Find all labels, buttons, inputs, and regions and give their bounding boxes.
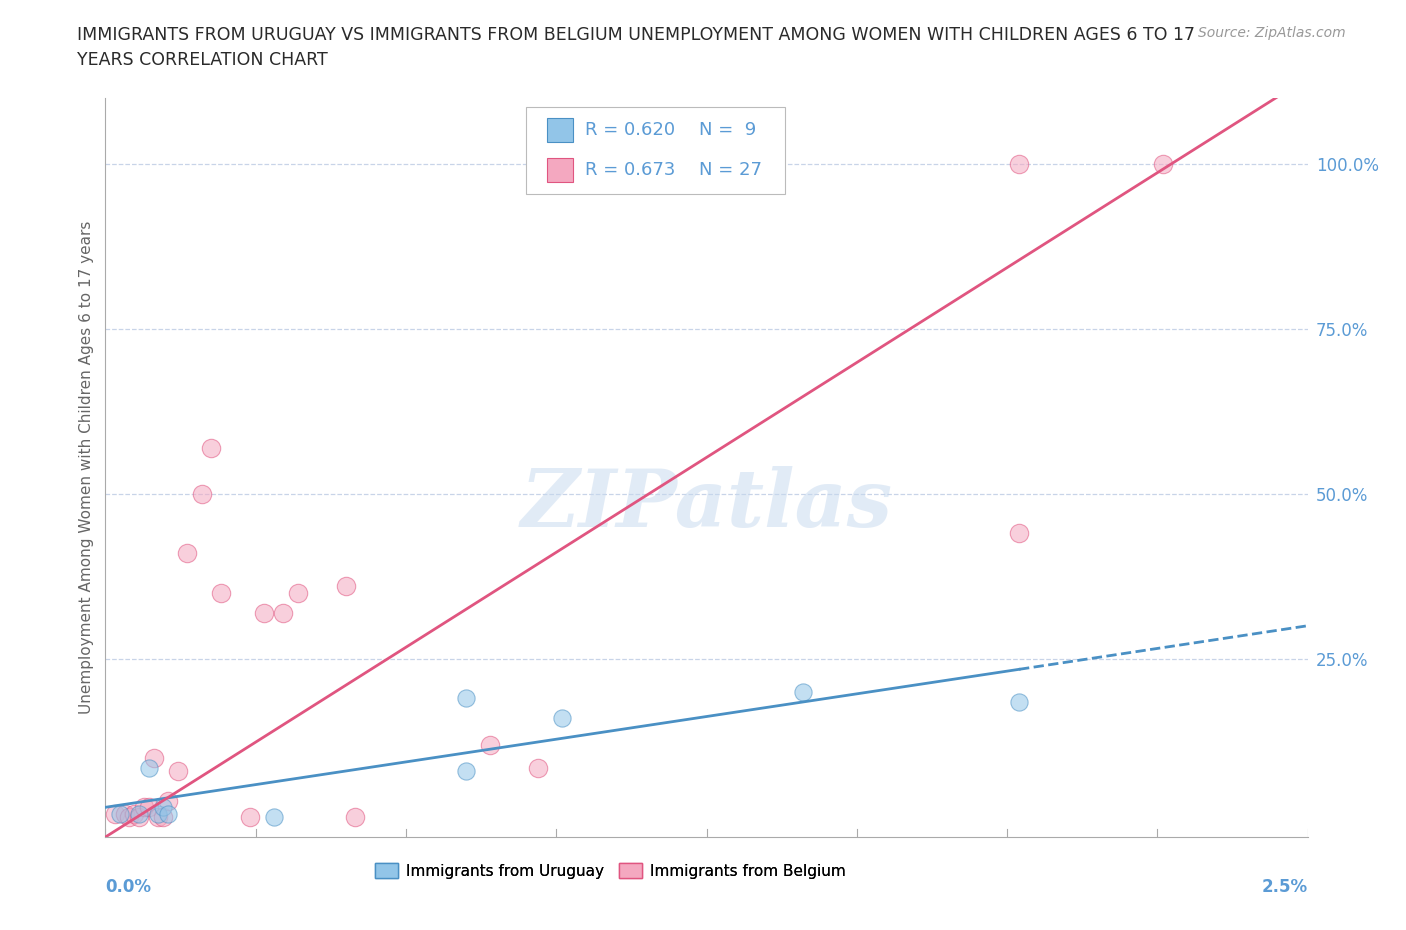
Point	[124, 806, 146, 821]
Point	[152, 800, 174, 815]
Text: R = 0.673: R = 0.673	[585, 161, 675, 179]
Point	[527, 760, 550, 775]
Point	[456, 764, 478, 778]
Point	[138, 760, 160, 775]
Point	[263, 810, 285, 825]
Point	[166, 764, 188, 778]
Point	[108, 806, 131, 821]
Point	[1008, 156, 1031, 171]
Point	[138, 800, 160, 815]
FancyBboxPatch shape	[547, 118, 574, 142]
Point	[456, 691, 478, 706]
Text: ZIPatlas: ZIPatlas	[520, 466, 893, 543]
Point	[128, 810, 150, 825]
FancyBboxPatch shape	[526, 107, 785, 193]
Point	[156, 806, 179, 821]
Point	[156, 793, 179, 808]
Point	[176, 546, 198, 561]
Point	[142, 751, 165, 765]
Point	[209, 585, 232, 600]
Y-axis label: Unemployment Among Women with Children Ages 6 to 17 years: Unemployment Among Women with Children A…	[79, 220, 94, 714]
Text: YEARS CORRELATION CHART: YEARS CORRELATION CHART	[77, 51, 328, 69]
Text: Source: ZipAtlas.com: Source: ZipAtlas.com	[1198, 26, 1346, 40]
Text: 2.5%: 2.5%	[1261, 878, 1308, 896]
Point	[132, 800, 155, 815]
Point	[190, 486, 212, 501]
Text: N = 27: N = 27	[699, 161, 762, 179]
Text: 0.0%: 0.0%	[105, 878, 152, 896]
Text: IMMIGRANTS FROM URUGUAY VS IMMIGRANTS FROM BELGIUM UNEMPLOYMENT AMONG WOMEN WITH: IMMIGRANTS FROM URUGUAY VS IMMIGRANTS FR…	[77, 26, 1195, 44]
Point	[118, 810, 141, 825]
Point	[273, 605, 295, 620]
Point	[239, 810, 262, 825]
Point	[479, 737, 502, 752]
Point	[344, 810, 367, 825]
Point	[152, 810, 174, 825]
Point	[335, 578, 357, 593]
Point	[253, 605, 276, 620]
Point	[1152, 156, 1174, 171]
FancyBboxPatch shape	[547, 158, 574, 182]
Point	[200, 440, 222, 455]
Point	[114, 806, 136, 821]
Point	[551, 711, 574, 725]
Point	[148, 806, 170, 821]
Point	[1008, 525, 1031, 540]
Text: N =  9: N = 9	[699, 121, 756, 140]
Point	[287, 585, 309, 600]
Point	[1008, 694, 1031, 709]
Legend: Immigrants from Uruguay, Immigrants from Belgium: Immigrants from Uruguay, Immigrants from…	[370, 857, 852, 884]
Point	[104, 806, 127, 821]
Point	[148, 810, 170, 825]
Text: R = 0.620: R = 0.620	[585, 121, 675, 140]
Point	[128, 806, 150, 821]
Point	[792, 684, 814, 699]
